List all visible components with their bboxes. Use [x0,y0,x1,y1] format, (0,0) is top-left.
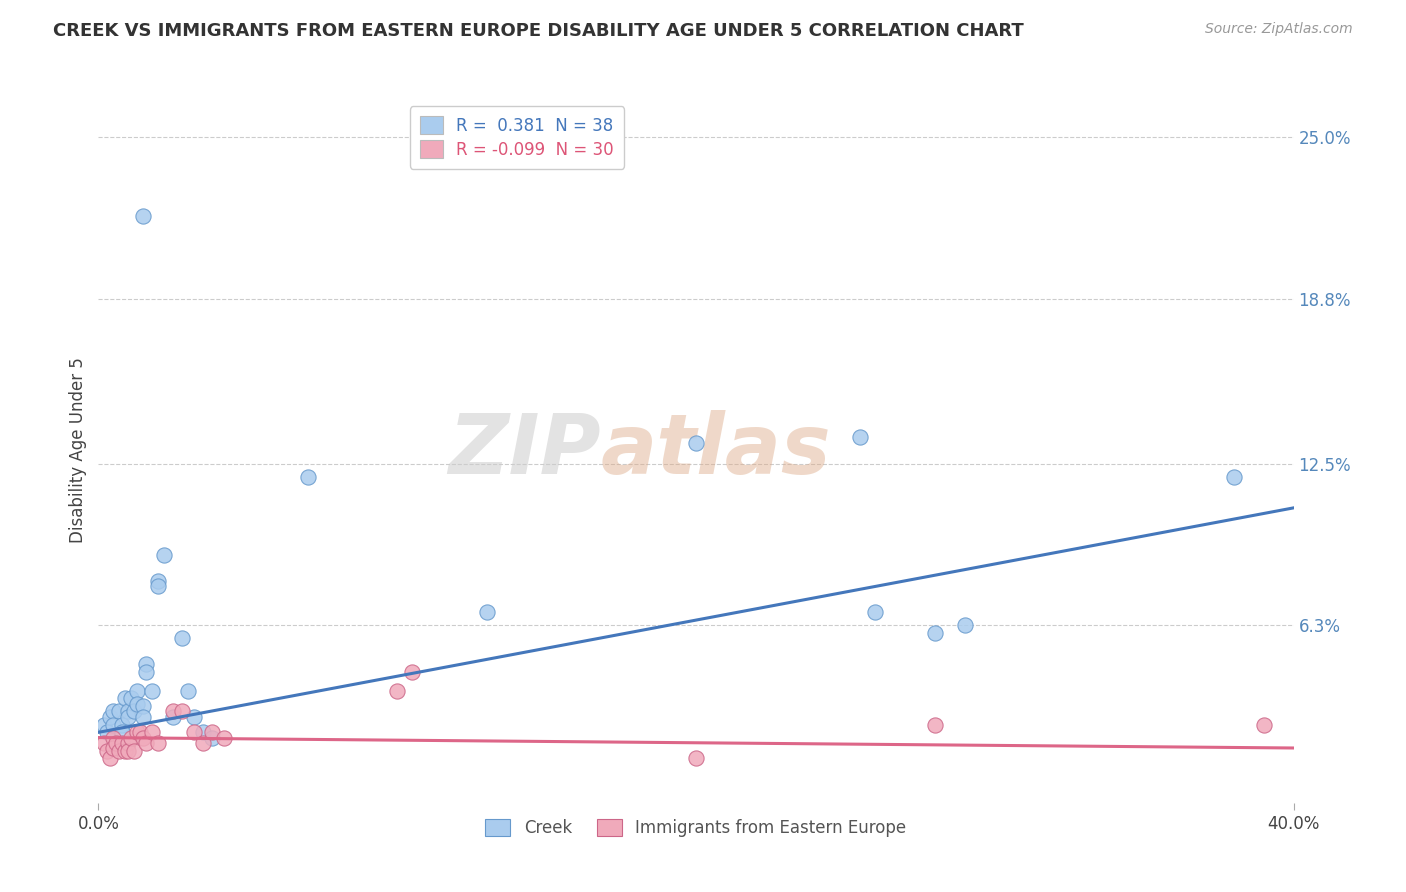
Point [108,705,131,719]
Point [103,731,125,745]
Point [148,579,170,593]
Point [117,709,139,723]
Point [924,626,946,640]
Point [924,717,946,731]
Point [124,743,146,757]
Point [135,736,157,750]
Point [117,736,139,750]
Text: ZIP: ZIP [447,410,600,491]
Point [103,705,125,719]
Point [117,743,139,757]
Legend: Creek, Immigrants from Eastern Europe: Creek, Immigrants from Eastern Europe [479,813,912,844]
Point [111,736,134,750]
Point [191,736,214,750]
Point [475,605,498,619]
Point [162,705,184,719]
Point [132,709,155,723]
Point [685,435,707,450]
Point [183,709,205,723]
Point [148,574,170,588]
Point [132,731,155,745]
Point [103,741,125,756]
Point [96,725,118,739]
Point [153,548,176,562]
Point [385,683,409,698]
Point [127,697,149,711]
Point [114,691,136,706]
Point [129,725,152,739]
Point [127,683,149,698]
Point [105,736,128,750]
Point [162,709,184,723]
Point [1253,717,1275,731]
Point [111,725,134,739]
Point [132,699,155,714]
Text: CREEK VS IMMIGRANTS FROM EASTERN EUROPE DISABILITY AGE UNDER 5 CORRELATION CHART: CREEK VS IMMIGRANTS FROM EASTERN EUROPE … [53,22,1024,40]
Point [201,725,224,739]
Point [141,683,163,698]
Point [212,731,235,745]
Point [93,736,115,750]
Point [135,657,157,672]
Point [865,605,887,619]
Point [98,751,122,765]
Point [93,717,115,731]
Point [111,717,134,731]
Point [201,731,224,745]
Point [172,632,194,646]
Point [96,743,118,757]
Y-axis label: Disability Age Under 5: Disability Age Under 5 [69,358,87,543]
Point [148,736,170,750]
Point [953,618,976,632]
Point [183,725,205,739]
Text: Source: ZipAtlas.com: Source: ZipAtlas.com [1205,22,1353,37]
Point [117,705,139,719]
Point [297,469,319,483]
Point [132,209,155,223]
Point [108,743,131,757]
Point [1223,469,1246,483]
Text: atlas: atlas [600,410,831,491]
Point [172,705,194,719]
Point [114,743,136,757]
Point [401,665,423,680]
Point [120,691,142,706]
Point [191,725,214,739]
Point [849,430,872,444]
Point [135,665,157,680]
Point [177,683,200,698]
Point [141,725,163,739]
Point [98,709,122,723]
Point [124,705,146,719]
Point [127,725,149,739]
Point [685,751,707,765]
Point [120,731,142,745]
Point [103,717,125,731]
